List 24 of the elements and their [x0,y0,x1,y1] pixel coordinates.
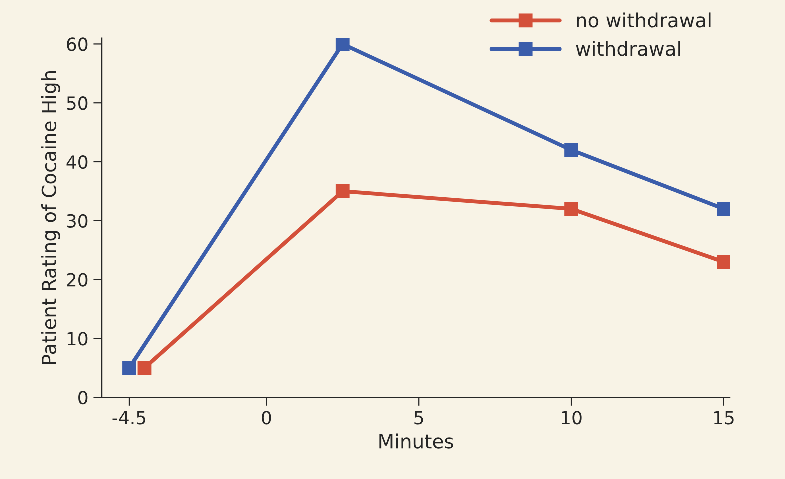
y-tick-label: 30 [67,214,88,228]
legend-label: withdrawal [576,41,680,56]
y-axis-title: Patient Rating of Cocaine High [42,71,60,364]
x-tick-label: 0 [262,411,272,425]
x-tick-label: -4.5 [112,411,146,425]
y-tick-label: 0 [78,391,88,405]
x-tick-label: 15 [714,411,734,425]
x-axis-title: Minutes [380,434,454,449]
point [564,202,578,216]
point [717,202,730,216]
point [122,361,136,376]
y-tick-label: 50 [67,96,88,110]
point [138,361,152,376]
y-tick-label: 60 [67,38,88,52]
point [717,255,730,270]
point [336,38,350,52]
y-tick-label: 40 [66,155,88,170]
point [564,143,578,158]
legend-label: no withdrawal [577,12,711,28]
x-tick-label: 5 [414,411,424,425]
point [336,184,350,198]
x-tick-label: 10 [562,411,582,425]
y-tick-label: 20 [67,273,88,287]
y-tick-label: 10 [68,332,88,346]
